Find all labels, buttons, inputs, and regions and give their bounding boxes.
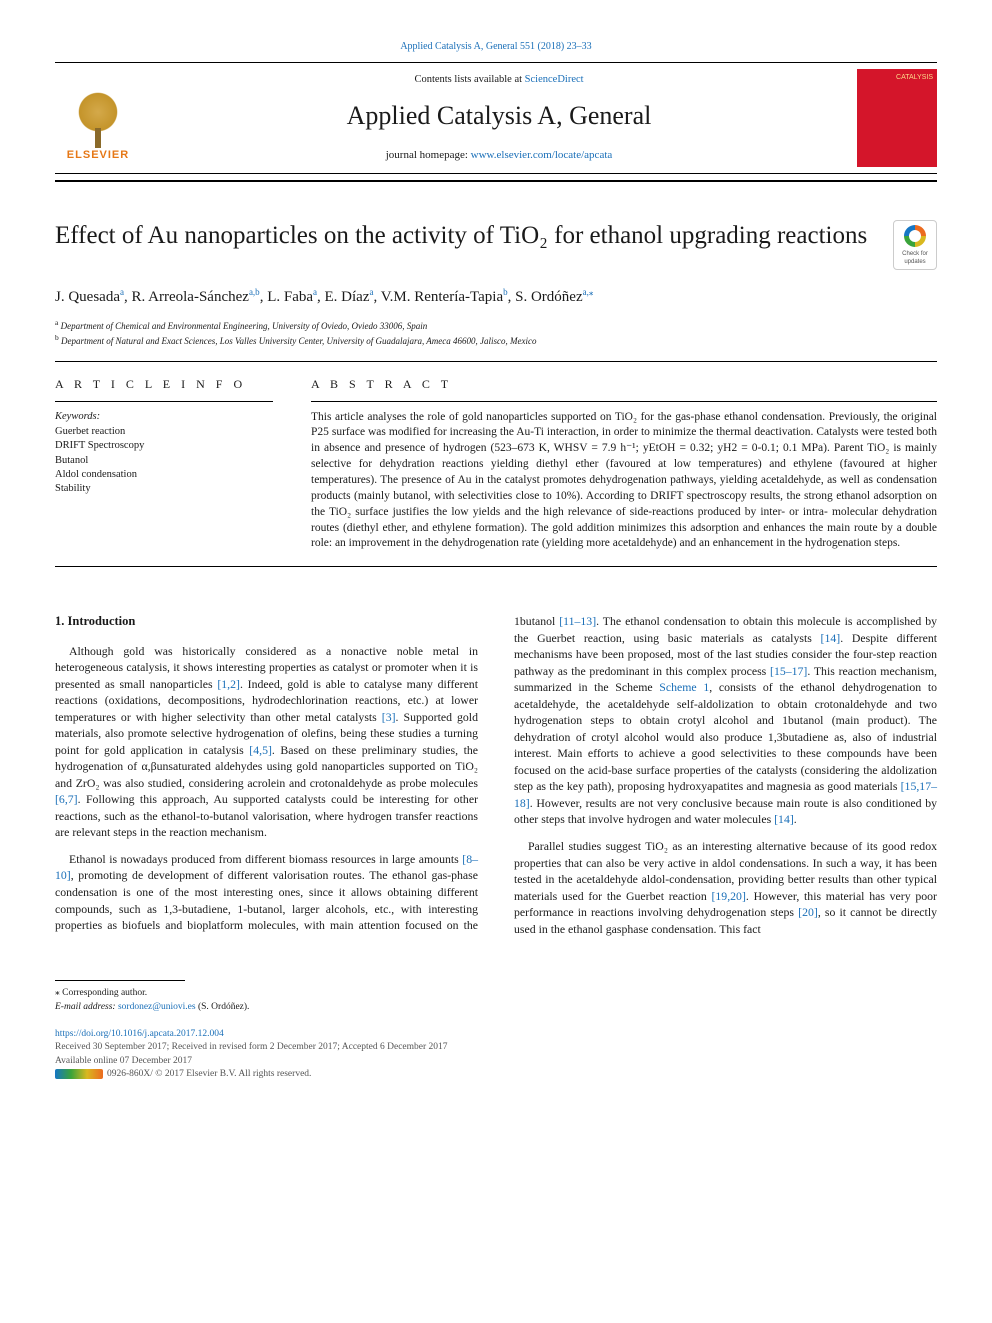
author-3: L. Faba <box>267 289 313 305</box>
ref-19-20[interactable]: [19,20] <box>711 889 745 903</box>
author-3-aff[interactable]: a <box>313 289 317 305</box>
header-thick-rule <box>55 180 937 182</box>
body-p1: Although gold was historically considere… <box>55 643 478 841</box>
journal-cover-thumb: CATALYSIS <box>857 69 937 167</box>
journal-name: Applied Catalysis A, General <box>151 98 847 134</box>
ref-11-13[interactable]: [11–13] <box>559 614 596 628</box>
journal-header: ELSEVIER Contents lists available at Sci… <box>55 62 937 174</box>
affiliation-a: a Department of Chemical and Environment… <box>55 318 937 332</box>
article-title: Effect of Au nanoparticles on the activi… <box>55 220 873 251</box>
info-inner-rule <box>55 401 273 402</box>
affiliation-b: b Department of Natural and Exact Scienc… <box>55 333 937 347</box>
received-line: Received 30 September 2017; Received in … <box>55 1042 448 1052</box>
ref-14b[interactable]: [14] <box>774 812 794 826</box>
ref-8-10[interactable]: [8–10] <box>55 852 478 883</box>
badge-line2: updates <box>904 258 925 266</box>
author-5: V.M. Rentería-Tapia <box>381 289 503 305</box>
check-updates-badge[interactable]: Check for updates <box>893 220 937 270</box>
affiliations: a Department of Chemical and Environment… <box>55 318 937 346</box>
journal-ref-link[interactable]: Applied Catalysis A, General 551 (2018) … <box>400 41 591 52</box>
author-4-aff[interactable]: a <box>370 289 374 305</box>
keyword-5: Stability <box>55 482 273 496</box>
ref-6-7[interactable]: [6,7] <box>55 792 78 806</box>
keywords-list: Guerbet reaction DRIFT Spectroscopy Buta… <box>55 425 273 496</box>
abs-inner-rule <box>311 401 937 402</box>
corr-symbol: ⁎ <box>55 988 60 998</box>
body-p3: Parallel studies suggest TiO₂ as an inte… <box>514 838 937 937</box>
homepage-prefix: journal homepage: <box>386 149 471 161</box>
online-line: Available online 07 December 2017 <box>55 1056 192 1066</box>
contents-line: Contents lists available at ScienceDirec… <box>151 73 847 88</box>
rule-top <box>55 361 937 362</box>
author-6-aff[interactable]: a,⁎ <box>583 289 594 305</box>
author-list: J. Quesadaa, R. Arreola-Sáncheza,b, L. F… <box>55 286 937 308</box>
ref-4-5[interactable]: [4,5] <box>249 743 272 757</box>
corresponding-author-note: ⁎ Corresponding author. E-mail address: … <box>55 987 937 1014</box>
ref-1-2[interactable]: [1,2] <box>217 677 240 691</box>
sciencedirect-link[interactable]: ScienceDirect <box>525 74 584 85</box>
keywords-label: Keywords: <box>55 410 273 425</box>
ref-15-17-18[interactable]: [15,17–18] <box>514 779 937 810</box>
footer-gradient-icon <box>55 1069 103 1079</box>
contents-prefix: Contents lists available at <box>414 74 524 85</box>
doi-block: https://doi.org/10.1016/j.apcata.2017.12… <box>55 1028 937 1081</box>
author-6: S. Ordóñez <box>515 289 583 305</box>
keyword-2: DRIFT Spectroscopy <box>55 439 273 453</box>
article-info-head: A R T I C L E I N F O <box>55 376 273 393</box>
keyword-3: Butanol <box>55 454 273 468</box>
author-2-aff[interactable]: a,b <box>249 289 260 305</box>
email-link[interactable]: sordonez@uniovi.es <box>118 1002 196 1012</box>
homepage-link[interactable]: www.elsevier.com/locate/apcata <box>471 149 613 161</box>
corr-text: Corresponding author. <box>62 988 147 998</box>
ref-14a[interactable]: [14] <box>821 631 841 645</box>
author-1-aff[interactable]: a <box>120 289 124 305</box>
body-columns: 1. Introduction Although gold was histor… <box>55 613 937 940</box>
elsevier-logo: ELSEVIER <box>55 69 141 167</box>
journal-reference: Applied Catalysis A, General 551 (2018) … <box>55 40 937 54</box>
author-1: J. Quesada <box>55 289 120 305</box>
author-4: E. Díaz <box>325 289 370 305</box>
ref-scheme1[interactable]: Scheme 1 <box>659 680 709 694</box>
elsevier-wordmark: ELSEVIER <box>67 148 129 163</box>
ref-20[interactable]: [20] <box>798 905 818 919</box>
header-center: Contents lists available at ScienceDirec… <box>141 63 857 173</box>
email-suffix: (S. Ordóñez). <box>196 1002 250 1012</box>
ref-15-17[interactable]: [15–17] <box>770 664 807 678</box>
article-info-column: A R T I C L E I N F O Keywords: Guerbet … <box>55 376 273 553</box>
homepage-line: journal homepage: www.elsevier.com/locat… <box>151 148 847 163</box>
keyword-1: Guerbet reaction <box>55 425 273 439</box>
abstract-head: A B S T R A C T <box>311 376 937 393</box>
ref-3[interactable]: [3] <box>382 710 396 724</box>
section-1-title: 1. Introduction <box>55 613 478 631</box>
abstract-text: This article analyses the role of gold n… <box>311 410 937 553</box>
copyright-line: 0926-860X/ © 2017 Elsevier B.V. All righ… <box>55 1069 311 1079</box>
doi-link[interactable]: https://doi.org/10.1016/j.apcata.2017.12… <box>55 1029 224 1039</box>
author-5-aff[interactable]: b <box>503 289 508 305</box>
crossmark-icon <box>904 225 926 247</box>
keyword-4: Aldol condensation <box>55 468 273 482</box>
footer-separator <box>55 980 185 981</box>
email-label: E-mail address: <box>55 1002 118 1012</box>
badge-line1: Check for <box>902 250 928 258</box>
author-2: R. Arreola-Sánchez <box>131 289 248 305</box>
abstract-column: A B S T R A C T This article analyses th… <box>311 376 937 553</box>
rule-bottom <box>55 566 937 567</box>
elsevier-tree-icon <box>68 88 128 148</box>
